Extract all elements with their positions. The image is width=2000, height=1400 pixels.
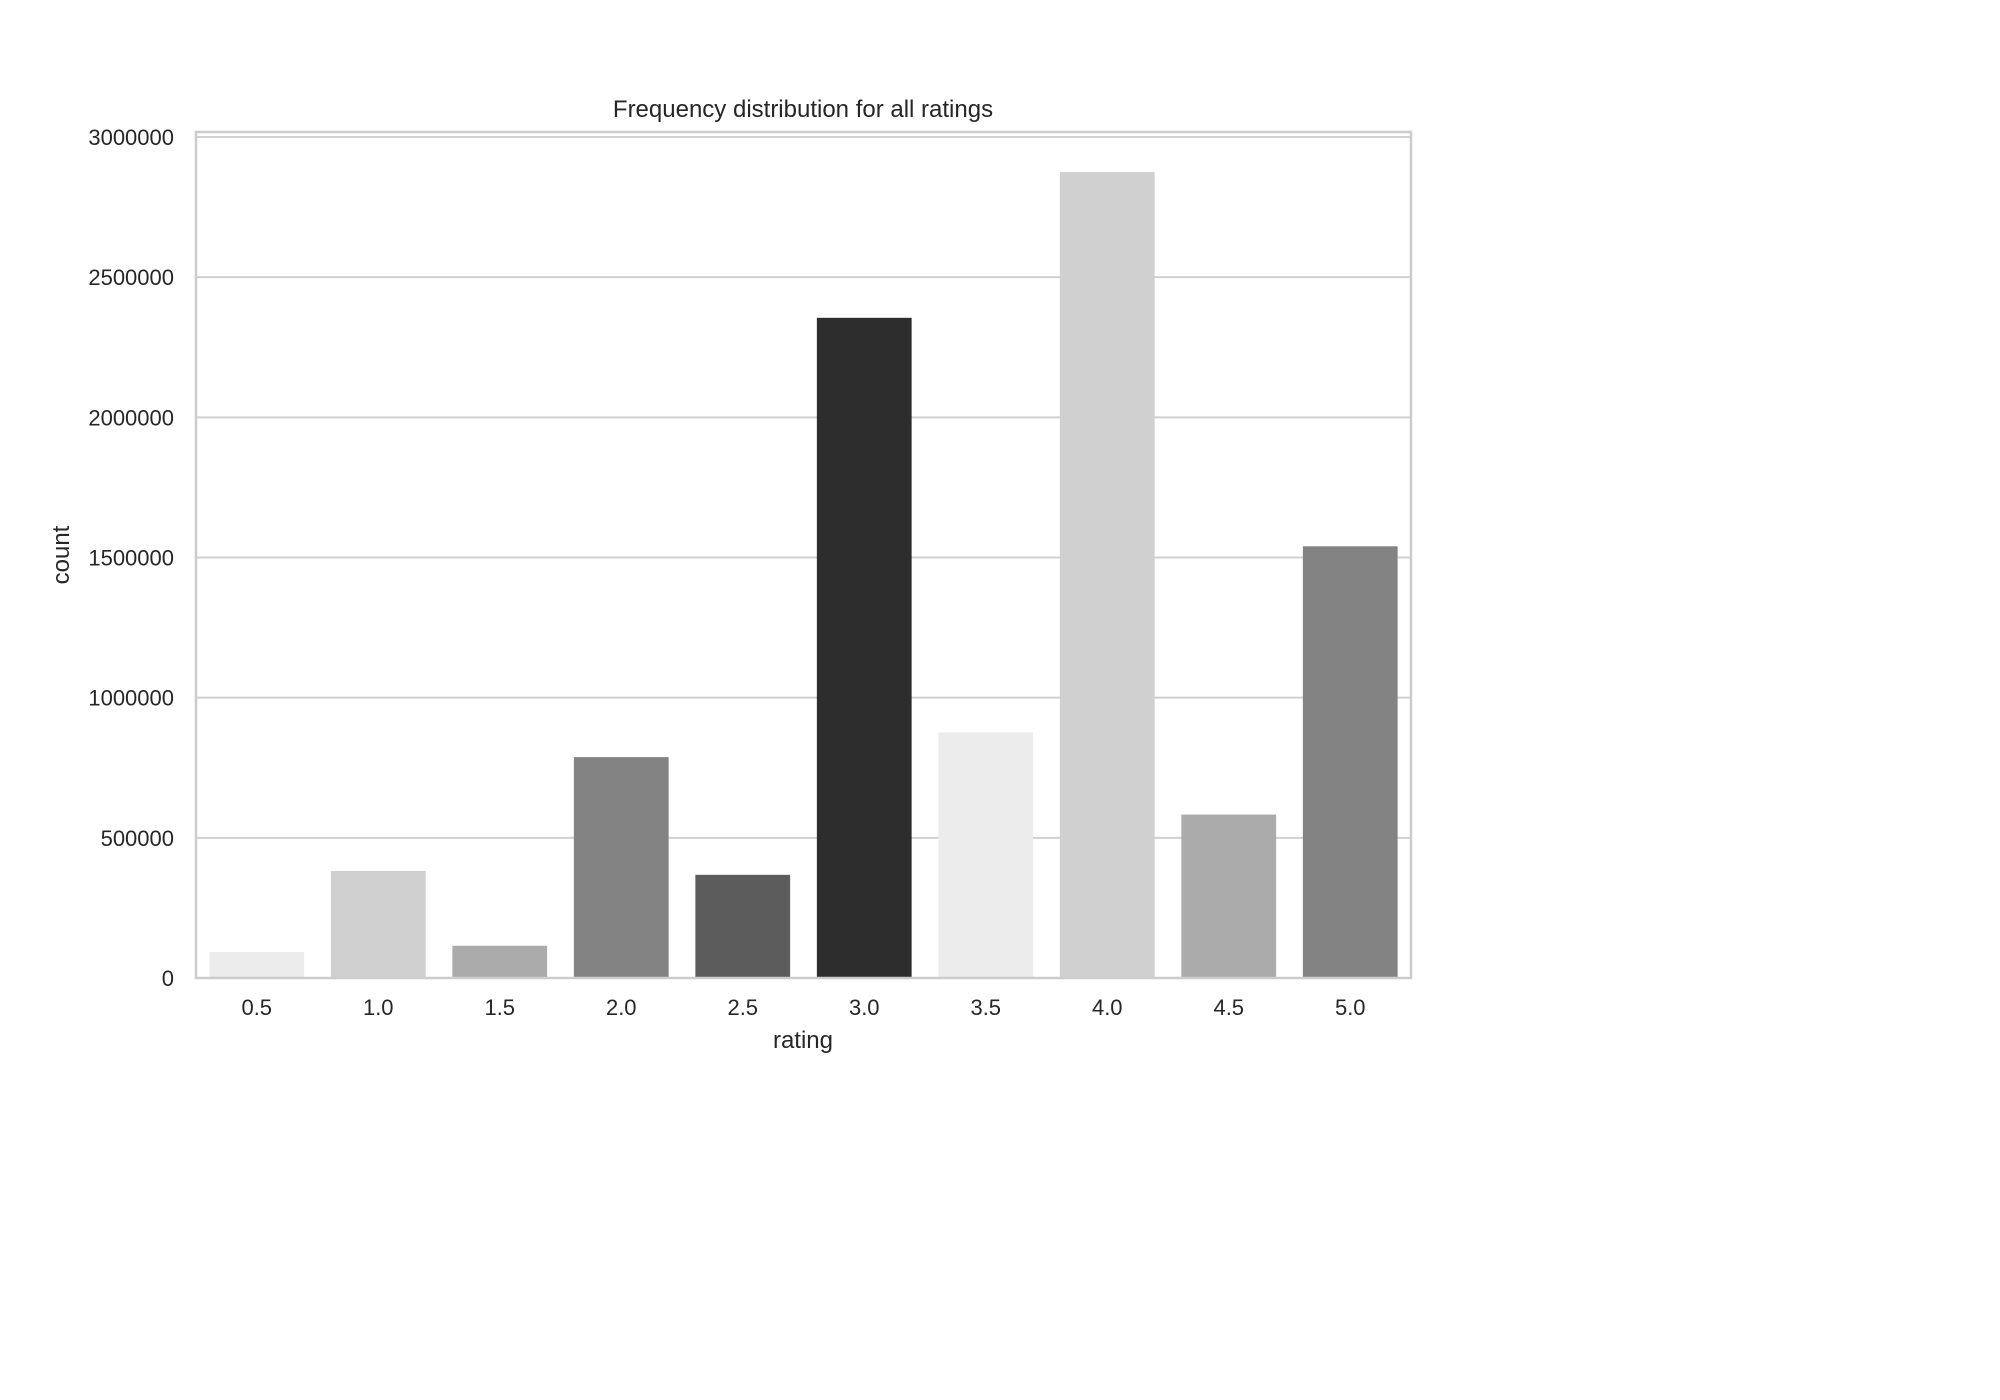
y-tick-label: 1500000: [88, 546, 174, 571]
y-tick-labels: 0 500000 1000000 1500000 2000000 2500000 30000…: [88, 125, 174, 991]
x-tick-label: 3.5: [970, 995, 1001, 1020]
x-tick-labels: 0.5 1.0 1.5 2.0 2.5 3.0 3.5 4.0 4.5 5.0: [241, 995, 1365, 1020]
x-tick-label: 2.0: [606, 995, 637, 1020]
bar-2.5: [695, 874, 791, 978]
x-tick-label: 3.0: [849, 995, 880, 1020]
y-tick-label: 2500000: [88, 265, 174, 290]
bar-2.0: [573, 757, 669, 978]
y-tick-label: 500000: [101, 826, 174, 851]
x-tick-label: 4.5: [1213, 995, 1244, 1020]
x-tick-label: 5.0: [1335, 995, 1366, 1020]
x-tick-label: 2.5: [727, 995, 758, 1020]
bar-chart: 0 500000 1000000 1500000 2000000 2500000 30000…: [48, 96, 1413, 1054]
bar-3.5: [938, 732, 1034, 978]
x-tick-label: 1.5: [484, 995, 515, 1020]
bar-0.5: [209, 951, 305, 978]
y-tick-label: 0: [162, 966, 174, 991]
y-tick-label: 1000000: [88, 686, 174, 711]
bar-4.5: [1181, 814, 1277, 978]
plot-frame: [194, 130, 1413, 980]
x-tick-label: 1.0: [363, 995, 394, 1020]
x-tick-label: 0.5: [241, 995, 272, 1020]
x-axis-label: rating: [773, 1027, 833, 1054]
y-tick-label: 2000000: [88, 405, 174, 430]
bar-4.0: [1059, 172, 1155, 978]
x-tick-label: 4.0: [1092, 995, 1123, 1020]
y-axis-label: count: [48, 525, 75, 584]
bar-1.5: [452, 945, 548, 978]
bar-5.0: [1302, 546, 1398, 978]
bar-3.0: [816, 317, 912, 978]
y-tick-label: 3000000: [88, 125, 174, 150]
bar-1.0: [330, 870, 426, 978]
bars: [209, 172, 1398, 978]
chart-title: Frequency distribution for all ratings: [613, 96, 993, 123]
